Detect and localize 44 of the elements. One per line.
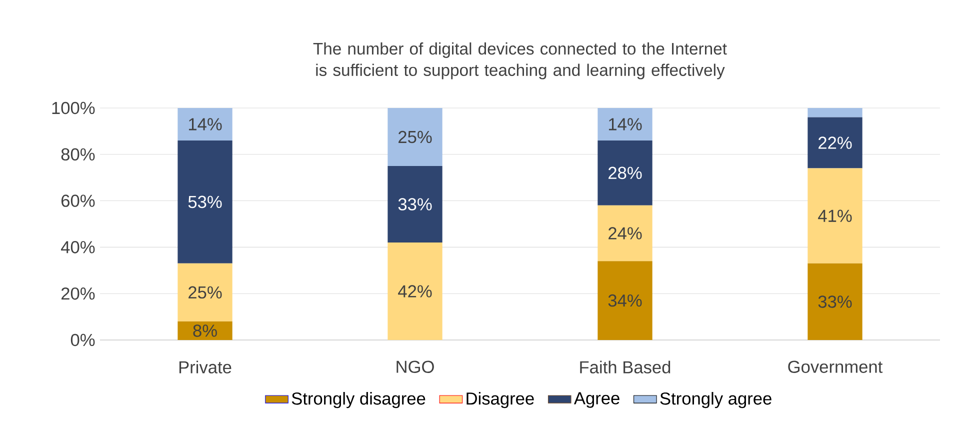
data-label: 33% — [398, 198, 432, 210]
data-label: 8% — [193, 324, 217, 337]
data-label: 14% — [608, 118, 642, 130]
data-label: 14% — [188, 118, 222, 130]
bar — [178, 321, 232, 340]
bar — [598, 140, 652, 206]
data-label: 41% — [818, 210, 852, 222]
bar — [808, 117, 862, 168]
bar — [598, 108, 652, 140]
x-tick-label: Faith Based — [580, 360, 670, 374]
bar — [808, 263, 862, 340]
bar — [388, 242, 442, 340]
bar — [388, 166, 442, 243]
legend-label: Disagree — [466, 392, 534, 408]
data-label: 24% — [608, 227, 642, 240]
data-label: 34% — [608, 294, 642, 307]
data-label: 28% — [608, 166, 642, 180]
bar — [178, 263, 232, 322]
chart-title: The number of digital devices connected to the Internet is sufficient to support teaching and learning effectively — [313, 42, 727, 80]
y-tick-label: 60% — [61, 194, 95, 207]
data-label: 22% — [818, 136, 852, 149]
y-tick-label: 0% — [70, 334, 95, 346]
legend-label: Strongly agree — [660, 392, 772, 408]
bar — [808, 108, 862, 118]
x-tick-label: NGO — [396, 360, 434, 373]
legend-label: Strongly disagree — [292, 392, 426, 408]
bar — [598, 205, 652, 262]
bar — [178, 140, 232, 264]
bar — [808, 168, 862, 264]
data-label: 25% — [398, 130, 432, 144]
bar — [178, 108, 232, 140]
data-label: 42% — [398, 285, 432, 298]
legend-label: Agree — [574, 392, 620, 408]
data-label: 33% — [818, 296, 852, 308]
bar — [388, 108, 442, 166]
x-tick-label: Government — [788, 360, 883, 373]
y-tick-label: 20% — [61, 287, 95, 300]
y-tick-label: 100% — [52, 102, 95, 114]
y-tick-label: 80% — [61, 148, 95, 161]
y-tick-label: 40% — [61, 241, 95, 254]
bar — [598, 261, 652, 340]
x-tick-label: Private — [179, 360, 232, 374]
data-label: 25% — [188, 286, 222, 299]
data-label: 53% — [188, 196, 222, 208]
